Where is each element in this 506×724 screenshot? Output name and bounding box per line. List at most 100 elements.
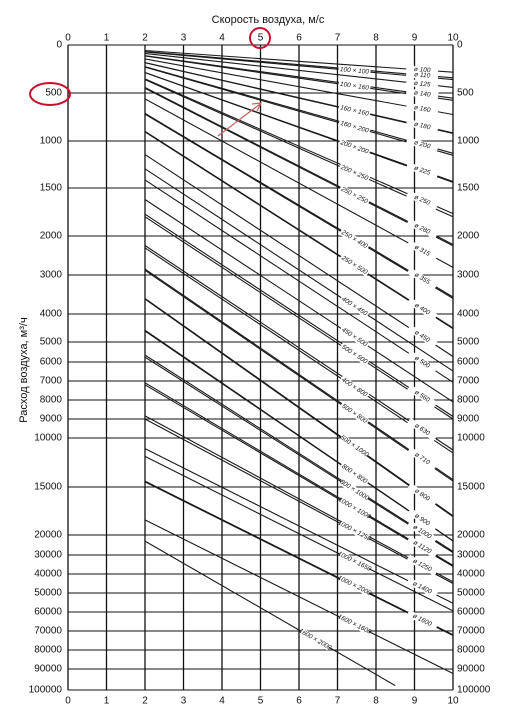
- label-background: [406, 520, 438, 544]
- label-background: [338, 228, 370, 251]
- label-background: [338, 520, 371, 542]
- x-tick-label: 9: [412, 696, 418, 707]
- y-tick-label: 40000: [457, 569, 485, 580]
- y-tick-label: 500: [45, 88, 62, 99]
- duct-line: [144, 480, 454, 636]
- series-label: ø 250: [413, 194, 431, 207]
- duct-line: [144, 179, 454, 383]
- x-tick-label: 6: [296, 33, 302, 44]
- x-tick-label: 8: [373, 696, 379, 707]
- x-tick-label: 5: [258, 696, 264, 707]
- label-background: [406, 190, 439, 210]
- y-tick-label: 1500: [457, 183, 480, 194]
- x-tick-label: 2: [142, 33, 148, 44]
- series-label: ø 280: [413, 222, 431, 236]
- series-label: ø 315: [413, 244, 431, 258]
- y-tick-label: 20000: [457, 530, 485, 541]
- label-background: [339, 342, 370, 367]
- series-label: ø 140: [413, 90, 431, 99]
- label-background: [338, 80, 371, 92]
- y-tick-label: 60000: [457, 607, 485, 618]
- y-tick-label: 1000: [40, 136, 63, 147]
- x-tick-label: 7: [335, 33, 341, 44]
- y-tick-label: 4000: [457, 309, 480, 320]
- series-label: 1000 × 1250: [337, 519, 373, 542]
- label-background: [338, 65, 371, 76]
- x-tick-label: 9: [412, 33, 418, 44]
- series-label: 250 × 500: [339, 254, 368, 276]
- series-label: 500 × 800: [340, 403, 368, 425]
- label-background: [406, 609, 439, 631]
- duct-line: [144, 384, 454, 567]
- grid: [67, 44, 454, 691]
- x-tick-label: 0: [65, 33, 71, 44]
- y-tick-label: 70000: [457, 626, 485, 637]
- label-background: [405, 118, 439, 133]
- label-background: [407, 482, 438, 508]
- label-background: [406, 535, 438, 559]
- label-background: [407, 446, 438, 471]
- duct-line: [144, 87, 454, 245]
- series-label: 160 × 160: [339, 104, 369, 117]
- series-label: 160 × 200: [339, 120, 369, 135]
- series-label: 400 × 800: [340, 376, 368, 398]
- duct-line: [144, 79, 454, 218]
- duct-line: [144, 78, 454, 215]
- label-background: [339, 294, 370, 319]
- x-tick-label: 7: [335, 696, 341, 707]
- label-background: [339, 434, 370, 459]
- duct-line: [144, 112, 454, 298]
- y-tick-label: 5000: [457, 337, 480, 348]
- series-label: 250 × 400: [339, 229, 369, 251]
- lines: [144, 49, 454, 687]
- series-label: ø 225: [413, 165, 431, 177]
- x-tick-label: 3: [181, 696, 187, 707]
- duct-line: [144, 448, 454, 604]
- y-tick-label: 20000: [34, 530, 62, 541]
- label-background: [405, 78, 439, 90]
- duct-line: [144, 329, 454, 542]
- series-label: ø 200: [413, 139, 431, 150]
- duct-line: [144, 382, 454, 566]
- x-tick-label: 4: [219, 33, 225, 44]
- y-tick-label: 100000: [29, 685, 63, 696]
- duct-line: [144, 519, 454, 674]
- duct-line: [144, 66, 454, 154]
- duct-line: [144, 269, 454, 482]
- y-tick-label: 2000: [457, 231, 480, 242]
- label-background: [406, 218, 439, 240]
- label-background: [339, 253, 370, 277]
- label-background: [338, 184, 371, 206]
- y-tick-label: 80000: [34, 645, 62, 656]
- highlight-circle: [249, 27, 271, 49]
- duct-line: [144, 55, 454, 99]
- x-tick-label: 10: [447, 696, 459, 707]
- duct-line: [144, 297, 454, 517]
- highlight-circle: [29, 82, 71, 106]
- y-tick-label: 90000: [457, 664, 485, 675]
- y-tick-label: 8000: [40, 395, 63, 406]
- label-background: [338, 103, 371, 118]
- y-tick-label: 0: [56, 40, 62, 51]
- duct-line: [144, 213, 454, 417]
- label-background: [338, 119, 371, 135]
- duct-line: [144, 540, 396, 687]
- y-tick-label: 1000: [457, 136, 480, 147]
- label-background: [338, 575, 371, 596]
- duct-line: [144, 455, 454, 612]
- x-tick-label: 1: [104, 33, 110, 44]
- label-background: [407, 507, 438, 532]
- duct-line: [144, 55, 454, 101]
- y-tick-label: 4000: [40, 309, 63, 320]
- label-background: [406, 267, 438, 290]
- duct-line: [144, 98, 454, 268]
- duct-line: [144, 418, 454, 584]
- y-tick-label: 10000: [34, 433, 62, 444]
- duct-line: [144, 154, 454, 357]
- y-tick-label: 50000: [457, 588, 485, 599]
- duct-line: [144, 131, 454, 330]
- duct-line: [144, 199, 454, 403]
